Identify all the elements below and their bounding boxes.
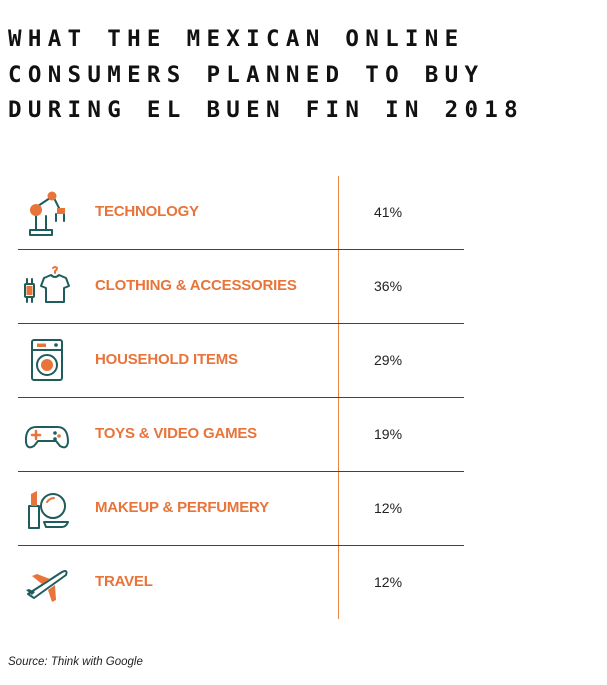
title-line-1: WHAT THE MEXICAN ONLINE bbox=[8, 26, 465, 52]
data-table: TECHNOLOGY 41% CLOTHING & ACCESSORIES 36… bbox=[18, 176, 464, 619]
lipstick-mirror-icon bbox=[28, 491, 69, 529]
airplane-icon bbox=[26, 570, 68, 602]
table-row: MAKEUP & PERFUMERY 12% bbox=[18, 472, 464, 546]
table-row: TOYS & VIDEO GAMES 19% bbox=[18, 398, 464, 472]
category-label: TOYS & VIDEO GAMES bbox=[95, 425, 257, 442]
title-line-2: CONSUMERS PLANNED TO BUY bbox=[8, 61, 485, 88]
value-label: 12% bbox=[374, 574, 403, 590]
value-label: 19% bbox=[374, 426, 403, 442]
robot-arm-icon bbox=[29, 191, 65, 236]
row-divider bbox=[18, 471, 464, 472]
row-divider bbox=[18, 323, 464, 324]
value-label: 29% bbox=[374, 352, 403, 368]
table-row: TRAVEL 12% bbox=[18, 546, 464, 620]
table-row: CLOTHING & ACCESSORIES 36% bbox=[18, 250, 464, 324]
title-line-3: DURING EL BUEN FIN IN 2018 bbox=[8, 97, 524, 123]
category-label: CLOTHING & ACCESSORIES bbox=[95, 277, 297, 294]
table-row: TECHNOLOGY 41% bbox=[18, 176, 464, 250]
value-label: 41% bbox=[374, 204, 403, 220]
row-divider bbox=[18, 397, 464, 398]
value-label: 12% bbox=[374, 500, 403, 516]
category-label: HOUSEHOLD ITEMS bbox=[95, 351, 238, 368]
category-label: MAKEUP & PERFUMERY bbox=[95, 499, 269, 516]
gamepad-icon bbox=[24, 425, 69, 449]
category-label: TRAVEL bbox=[95, 573, 153, 590]
table-row: HOUSEHOLD ITEMS 29% bbox=[18, 324, 464, 398]
source-note: Source: Think with Google bbox=[8, 656, 143, 668]
row-divider bbox=[18, 249, 464, 250]
chart-title: WHAT THE MEXICAN ONLINE CONSUMERS PLANNE… bbox=[8, 22, 603, 129]
value-label: 36% bbox=[374, 278, 403, 294]
category-label: TECHNOLOGY bbox=[95, 203, 199, 220]
washing-machine-icon bbox=[31, 339, 63, 381]
row-divider bbox=[18, 545, 464, 546]
watch-tshirt-icon bbox=[24, 266, 70, 303]
